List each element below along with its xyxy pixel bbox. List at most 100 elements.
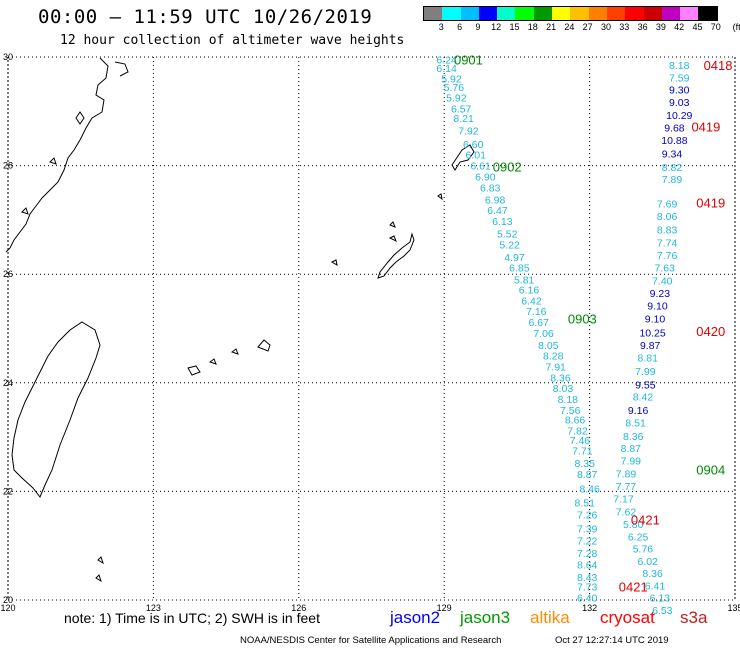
wave-height-value: 8.42 xyxy=(633,391,654,403)
wave-height-value: 8.64 xyxy=(577,560,598,572)
wave-height-value: 8.28 xyxy=(543,351,564,363)
color-swatch xyxy=(606,7,626,20)
wave-height-value: 8.18 xyxy=(669,60,690,72)
lat-tick-label: 28 xyxy=(3,161,13,171)
figure-title: 00:00 – 11:59 UTC 10/26/2019 xyxy=(38,6,373,28)
lon-tick-label: 120 xyxy=(0,603,15,613)
wave-height-value: 6.83 xyxy=(480,182,501,194)
color-swatch xyxy=(588,7,607,20)
color-scale-bar xyxy=(423,6,718,21)
wave-height-value: 6.90 xyxy=(475,171,496,183)
credit-text: NOAA/NESDIS Center for Satellite Applica… xyxy=(240,635,502,646)
color-swatch xyxy=(570,7,589,20)
wave-height-value: 5.52 xyxy=(497,228,518,240)
wave-height-value: 7.06 xyxy=(533,328,554,340)
wave-height-value: 9.10 xyxy=(645,314,666,326)
coast-fragment-2 xyxy=(75,111,85,125)
wave-height-value: 9.34 xyxy=(662,149,683,161)
wave-height-value: 7.92 xyxy=(458,125,479,137)
wave-height-value: 7.39 xyxy=(577,523,598,535)
figure-subtitle: 12 hour collection of altimeter wave hei… xyxy=(60,33,405,48)
wave-height-value: 7.40 xyxy=(652,276,673,288)
coast-fragment-3 xyxy=(49,157,57,165)
legend-item-jason2: jason2 xyxy=(390,608,441,627)
wave-height-value: 6.16 xyxy=(519,284,540,296)
island-small-3 xyxy=(388,235,397,243)
lat-tick-label: 30 xyxy=(3,52,13,62)
wave-height-value: 7.71 xyxy=(572,446,593,458)
lat-tick-label: 20 xyxy=(3,595,13,605)
wave-height-value: 8.36 xyxy=(642,568,663,580)
pass-number-label: 0419 xyxy=(696,196,725,211)
lon-tick-label: 129 xyxy=(437,603,452,613)
wave-height-value: 9.87 xyxy=(640,340,661,352)
wave-height-value: 5.92 xyxy=(446,93,467,105)
wave-height-value: 7.26 xyxy=(577,510,598,522)
pass-number-label: 0421 xyxy=(619,579,648,594)
wave-height-value: 6.02 xyxy=(638,556,659,568)
color-scale-label: 3 xyxy=(438,22,444,32)
wave-height-value: 7.89 xyxy=(662,174,683,186)
wave-height-value: 5.76 xyxy=(444,82,465,94)
color-swatch xyxy=(625,7,644,20)
lon-tick-label: 135 xyxy=(727,603,740,613)
pass-number-label: 0419 xyxy=(691,120,720,135)
island-miyako xyxy=(257,339,271,352)
color-scale-label: 21 xyxy=(546,22,557,32)
wave-height-value: 8.18 xyxy=(558,394,579,406)
coast-fragment-4 xyxy=(21,207,29,215)
wave-height-value: 4.97 xyxy=(504,252,525,264)
wave-height-value: 7.69 xyxy=(657,199,678,211)
map-grid xyxy=(7,56,736,601)
color-scale-label: 70 xyxy=(710,22,721,32)
lon-tick-label: 126 xyxy=(291,603,306,613)
color-swatch xyxy=(442,7,461,20)
wave-height-value: 7.73 xyxy=(577,581,598,593)
coastlines xyxy=(5,57,475,583)
color-scale-label: 42 xyxy=(674,22,685,32)
wave-height-value: 9.10 xyxy=(647,301,668,313)
wave-height-value: 7.56 xyxy=(560,405,581,417)
wave-height-value: 7.89 xyxy=(616,468,637,480)
color-swatch xyxy=(497,7,516,20)
wave-height-value: 6.61 xyxy=(470,161,491,173)
wave-height-value: 9.03 xyxy=(669,97,690,109)
wave-height-value: 8.82 xyxy=(662,162,683,174)
wave-height-value: 6.13 xyxy=(650,592,671,604)
color-scale-label: 36 xyxy=(637,22,648,32)
color-scale-label: 6 xyxy=(457,22,463,32)
island-small-5 xyxy=(330,259,338,267)
coast-kyushu xyxy=(5,57,109,253)
wave-height-value: 9.23 xyxy=(650,288,671,300)
color-scale-label: 12 xyxy=(491,22,502,32)
legend-item-altika: altika xyxy=(530,608,570,627)
wave-height-value: 5.81 xyxy=(514,275,535,287)
lat-tick-label: 24 xyxy=(3,378,13,388)
pass-number-label: 0901 xyxy=(454,53,483,68)
pass-number-label: 0902 xyxy=(493,160,522,175)
color-swatch xyxy=(552,7,571,20)
wave-height-value: 8.81 xyxy=(638,352,659,364)
wave-height-value: 6.98 xyxy=(485,194,506,206)
legend-item-s3a: s3a xyxy=(680,608,708,627)
altimeter-tracks: 6.246.145.925.765.926.578.217.926.606.01… xyxy=(436,55,692,617)
wave-height-value: 6.41 xyxy=(645,580,666,592)
wave-height-value: 6.67 xyxy=(528,317,549,329)
wave-height-value: 9.68 xyxy=(664,123,685,135)
color-swatch xyxy=(460,7,479,20)
wave-height-value: 6.85 xyxy=(509,263,530,275)
color-scale-label: 27 xyxy=(582,22,593,32)
wave-height-value: 7.99 xyxy=(635,366,656,378)
wave-height-value: 8.36 xyxy=(550,372,571,384)
wave-height-value: 9.16 xyxy=(628,405,649,417)
color-swatch xyxy=(661,7,681,20)
wave-height-value: 8.51 xyxy=(625,417,646,429)
lon-tick-label: 132 xyxy=(582,603,597,613)
wave-height-value: 10.29 xyxy=(666,110,692,122)
color-scale-label: 18 xyxy=(527,22,538,32)
wave-height-value: 10.88 xyxy=(661,135,687,147)
axis-tick-labels: 120 123 126 129 132 135 30 28 26 24 22 20 xyxy=(0,52,740,613)
wave-height-value: 7.99 xyxy=(621,455,642,467)
